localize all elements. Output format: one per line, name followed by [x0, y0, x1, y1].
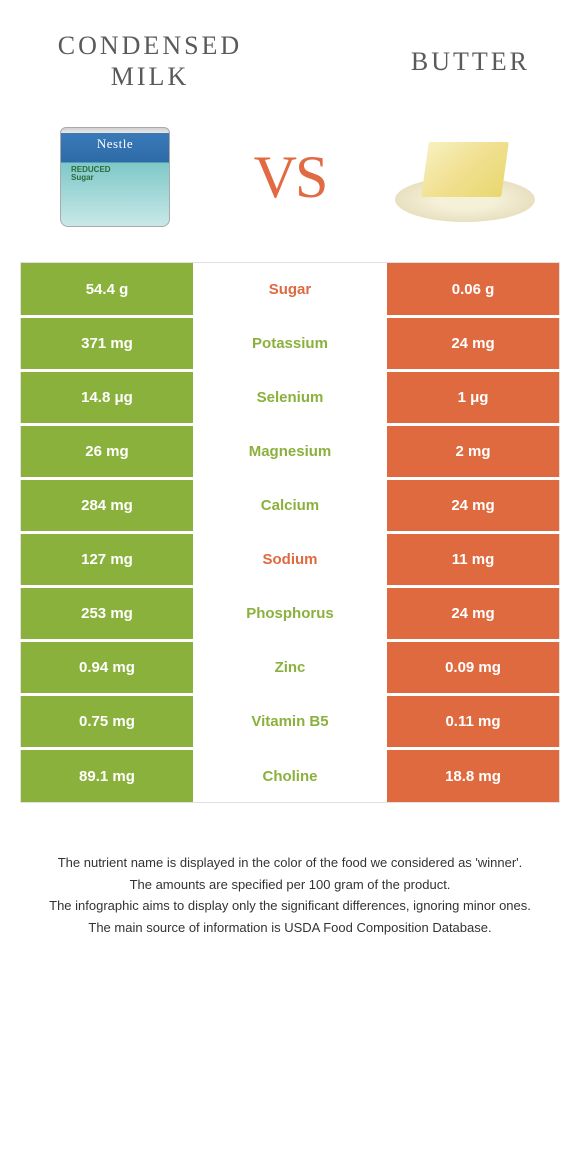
table-row: 284 mgCalcium24 mg — [21, 479, 560, 533]
right-value-cell: 24 mg — [387, 479, 560, 533]
left-food-image — [40, 122, 190, 232]
table-row: 0.75 mgVitamin B50.11 mg — [21, 695, 560, 749]
nutrient-label-cell: Choline — [193, 749, 387, 803]
footnote-line: The infographic aims to display only the… — [40, 896, 540, 916]
condensed-milk-can-icon — [60, 127, 170, 227]
left-value-cell: 371 mg — [21, 317, 193, 371]
right-value-cell: 2 mg — [387, 425, 560, 479]
left-title-line1: CONDENSED — [58, 31, 242, 60]
table-row: 54.4 gSugar0.06 g — [21, 263, 560, 317]
nutrient-label-cell: Vitamin B5 — [193, 695, 387, 749]
right-value-cell: 0.06 g — [387, 263, 560, 317]
nutrient-label-cell: Phosphorus — [193, 587, 387, 641]
left-value-cell: 0.75 mg — [21, 695, 193, 749]
right-food-image — [390, 122, 540, 232]
left-value-cell: 284 mg — [21, 479, 193, 533]
vs-badge: VS — [254, 147, 327, 207]
right-value-cell: 0.09 mg — [387, 641, 560, 695]
left-food-title: CONDENSED MILK — [50, 30, 250, 92]
nutrient-label-cell: Sodium — [193, 533, 387, 587]
right-value-cell: 24 mg — [387, 317, 560, 371]
table-row: 0.94 mgZinc0.09 mg — [21, 641, 560, 695]
table-row: 89.1 mgCholine18.8 mg — [21, 749, 560, 803]
left-value-cell: 127 mg — [21, 533, 193, 587]
footnote-line: The amounts are specified per 100 gram o… — [40, 875, 540, 895]
footnotes: The nutrient name is displayed in the co… — [0, 803, 580, 959]
right-value-cell: 18.8 mg — [387, 749, 560, 803]
left-value-cell: 26 mg — [21, 425, 193, 479]
image-row: VS — [0, 112, 580, 262]
nutrient-label-cell: Calcium — [193, 479, 387, 533]
header-row: CONDENSED MILK BUTTER — [0, 0, 580, 112]
nutrient-label-cell: Magnesium — [193, 425, 387, 479]
table-row: 253 mgPhosphorus24 mg — [21, 587, 560, 641]
left-value-cell: 89.1 mg — [21, 749, 193, 803]
footnote-line: The main source of information is USDA F… — [40, 918, 540, 938]
right-value-cell: 24 mg — [387, 587, 560, 641]
nutrient-label-cell: Sugar — [193, 263, 387, 317]
left-value-cell: 253 mg — [21, 587, 193, 641]
right-value-cell: 11 mg — [387, 533, 560, 587]
table-row: 14.8 μgSelenium1 μg — [21, 371, 560, 425]
nutrient-label-cell: Selenium — [193, 371, 387, 425]
left-title-line2: MILK — [111, 62, 189, 91]
right-value-cell: 1 μg — [387, 371, 560, 425]
comparison-table-wrap: 54.4 gSugar0.06 g371 mgPotassium24 mg14.… — [0, 262, 580, 803]
nutrient-label-cell: Potassium — [193, 317, 387, 371]
right-food-title: BUTTER — [330, 46, 530, 77]
nutrient-label-cell: Zinc — [193, 641, 387, 695]
left-value-cell: 0.94 mg — [21, 641, 193, 695]
comparison-table: 54.4 gSugar0.06 g371 mgPotassium24 mg14.… — [20, 262, 560, 803]
table-row: 371 mgPotassium24 mg — [21, 317, 560, 371]
left-value-cell: 54.4 g — [21, 263, 193, 317]
footnote-line: The nutrient name is displayed in the co… — [40, 853, 540, 873]
butter-icon — [395, 132, 535, 222]
table-row: 26 mgMagnesium2 mg — [21, 425, 560, 479]
right-value-cell: 0.11 mg — [387, 695, 560, 749]
table-row: 127 mgSodium11 mg — [21, 533, 560, 587]
left-value-cell: 14.8 μg — [21, 371, 193, 425]
